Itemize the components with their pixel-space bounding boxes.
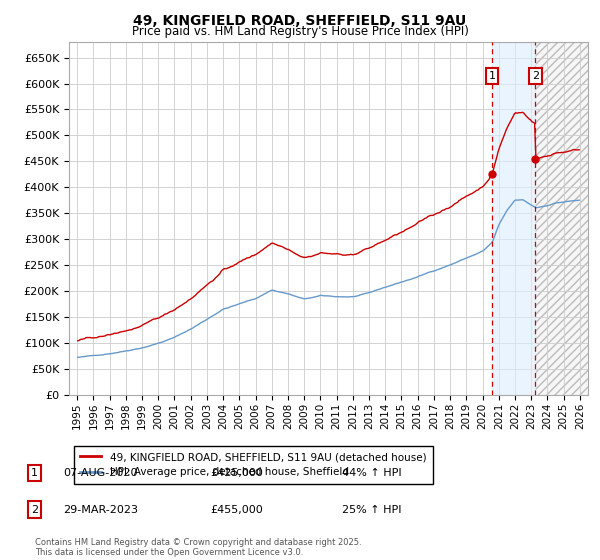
Text: £455,000: £455,000 bbox=[210, 505, 263, 515]
Text: 25% ↑ HPI: 25% ↑ HPI bbox=[342, 505, 401, 515]
Text: 2: 2 bbox=[532, 71, 539, 81]
Text: Price paid vs. HM Land Registry's House Price Index (HPI): Price paid vs. HM Land Registry's House … bbox=[131, 25, 469, 38]
Text: £425,000: £425,000 bbox=[210, 468, 263, 478]
Text: 29-MAR-2023: 29-MAR-2023 bbox=[63, 505, 138, 515]
Legend: 49, KINGFIELD ROAD, SHEFFIELD, S11 9AU (detached house), HPI: Average price, det: 49, KINGFIELD ROAD, SHEFFIELD, S11 9AU (… bbox=[74, 446, 433, 484]
Bar bbox=[535, 42, 588, 395]
Text: 1: 1 bbox=[31, 468, 38, 478]
Bar bbox=[535, 42, 588, 395]
Text: 2: 2 bbox=[31, 505, 38, 515]
Text: 1: 1 bbox=[488, 71, 496, 81]
Text: 49, KINGFIELD ROAD, SHEFFIELD, S11 9AU: 49, KINGFIELD ROAD, SHEFFIELD, S11 9AU bbox=[133, 14, 467, 28]
Text: Contains HM Land Registry data © Crown copyright and database right 2025.
This d: Contains HM Land Registry data © Crown c… bbox=[35, 538, 361, 557]
Bar bbox=[492, 42, 535, 395]
Text: 44% ↑ HPI: 44% ↑ HPI bbox=[342, 468, 401, 478]
Text: 07-AUG-2020: 07-AUG-2020 bbox=[63, 468, 137, 478]
